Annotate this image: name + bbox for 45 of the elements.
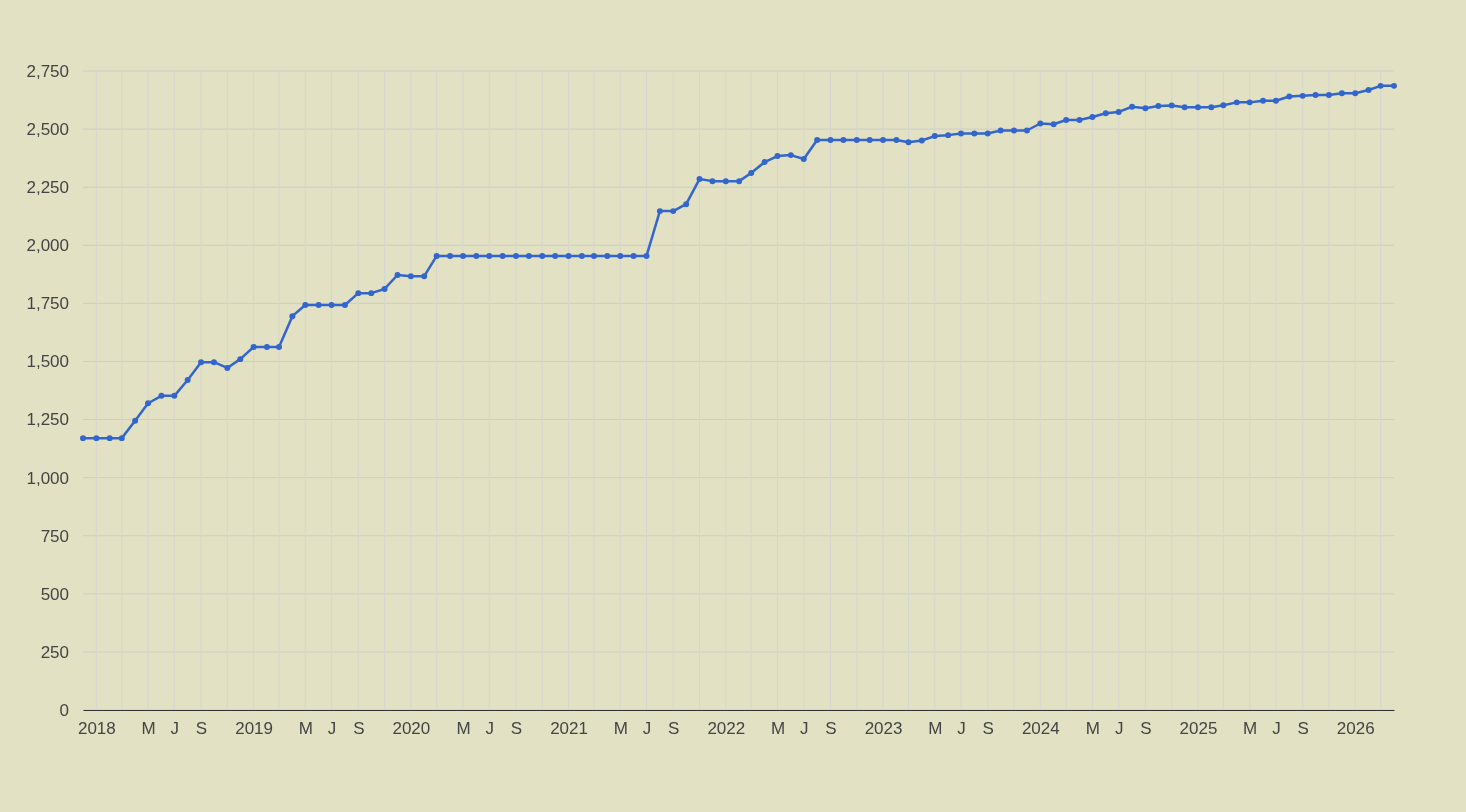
x-tick-label: S (353, 719, 365, 739)
x-tick-label: J (642, 719, 652, 739)
x-tick-label: S (510, 719, 523, 739)
x-tick-label: 2018 (77, 719, 116, 739)
y-tick-label: 500 (40, 584, 69, 604)
x-tick-label: 2026 (1336, 719, 1375, 739)
x-tick-label: M (141, 719, 156, 739)
y-tick-label: 750 (40, 526, 69, 546)
x-tick-label: J (485, 719, 495, 739)
x-tick-label: M (1085, 719, 1101, 739)
x-tick-label: M (770, 719, 786, 739)
x-tick-label: S (1297, 719, 1309, 739)
x-tick-label: 2024 (1021, 719, 1060, 739)
y-tick-label: 2,000 (26, 236, 69, 256)
x-tick-label: 2020 (392, 719, 431, 739)
x-tick-label: 2023 (864, 719, 903, 739)
x-tick-label: S (195, 719, 208, 739)
y-tick-label: 2,250 (26, 178, 69, 198)
x-tick-label: M (1243, 719, 1258, 739)
y-tick-label: 1,000 (26, 468, 69, 488)
x-tick-label: 2021 (550, 719, 588, 739)
x-tick-label: J (800, 719, 809, 739)
y-tick-label: 2,750 (26, 61, 69, 81)
y-tick-label: 1,750 (26, 294, 69, 314)
x-tick-label: 2022 (707, 719, 746, 739)
x-tick-label: M (456, 719, 471, 739)
x-tick-label: S (825, 719, 837, 739)
x-tick-label: J (1272, 719, 1281, 739)
y-tick-label: 1,250 (26, 410, 69, 430)
x-tick-label: J (327, 719, 337, 739)
y-tick-label: 1,500 (26, 352, 69, 372)
x-tick-label: S (982, 719, 994, 739)
x-tick-label: S (1140, 719, 1152, 739)
x-tick-label: J (170, 719, 180, 739)
x-tick-label: J (1114, 719, 1124, 739)
x-tick-label: S (668, 719, 680, 739)
x-tick-label: M (298, 719, 313, 739)
y-tick-label: 2,500 (26, 120, 69, 140)
x-tick-label: J (957, 719, 966, 739)
x-tick-label: M (613, 719, 628, 739)
x-tick-label: M (928, 719, 943, 739)
y-tick-label: 250 (40, 642, 69, 662)
y-tick-label: 0 (59, 700, 69, 720)
x-tick-label: 2019 (235, 719, 274, 739)
x-tick-label: 2025 (1179, 719, 1218, 739)
